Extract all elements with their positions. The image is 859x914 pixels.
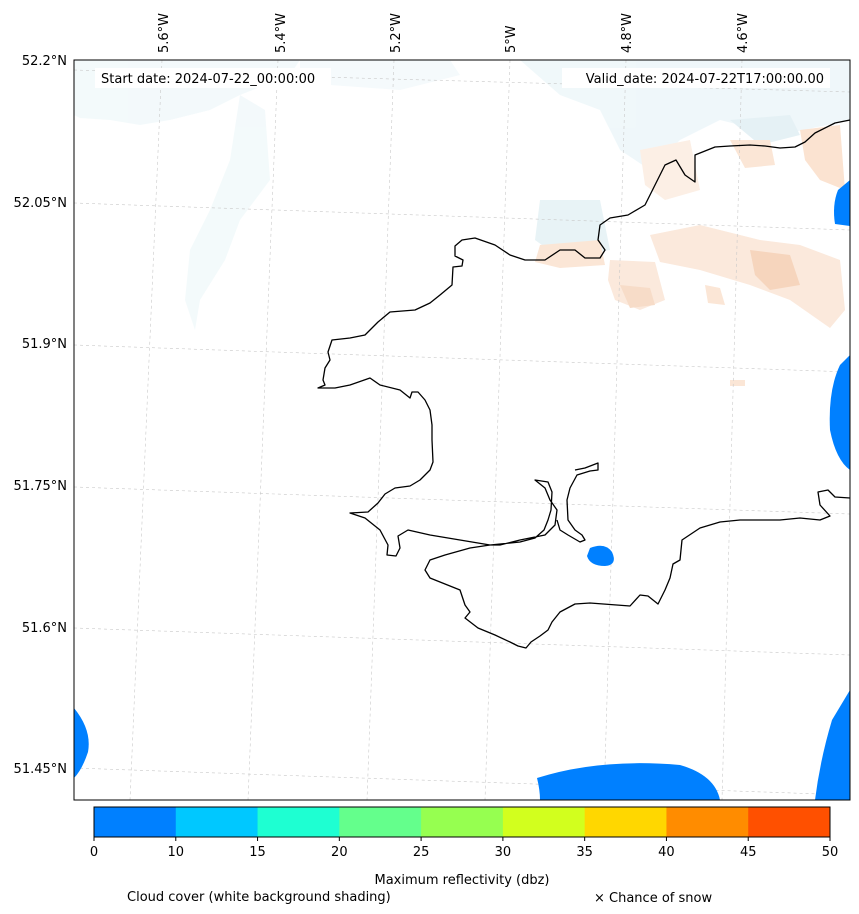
colorbar-swatch	[584, 807, 667, 837]
lat-label-52-05n: 52.05°N	[14, 196, 67, 211]
colorbar: 0 10 15 20 25 30 35 40 45 50 Maximum reflectivity…	[90, 806, 838, 888]
lon-label-5w: 5°W	[504, 25, 519, 53]
start-date: Start date: 2024-07-22_00:00:00	[101, 72, 315, 87]
colorbar-tick-label: 50	[822, 845, 839, 860]
valid-date: Valid_date: 2024-07-22T17:00:00.00	[586, 72, 824, 87]
lat-label-51-9n: 51.9°N	[22, 337, 67, 352]
colorbar-swatch	[257, 807, 340, 837]
echo-center	[587, 545, 614, 566]
colorbar-swatch	[421, 807, 504, 837]
lon-label-5-6w: 5.6°W	[157, 13, 172, 53]
colorbar-tick-label: 15	[249, 845, 266, 860]
map-plot-area: Start date: 2024-07-22_00:00:00 Valid_da…	[73, 59, 851, 801]
warm-shading	[535, 125, 845, 386]
lon-label-4-8w: 4.8°W	[620, 13, 635, 53]
reflectivity-echoes	[74, 180, 850, 800]
echo-sw	[74, 708, 89, 778]
snow-legend: × Chance of snow	[594, 891, 712, 906]
colorbar-swatch	[666, 807, 749, 837]
lat-label-51-6n: 51.6°N	[22, 621, 67, 636]
latitude-labels: 52.2°N 52.05°N 51.9°N 51.75°N 51.6°N 51.…	[14, 54, 67, 777]
colorbar-tick-label: 40	[658, 845, 675, 860]
lon-label-4-6w: 4.6°W	[736, 13, 751, 53]
echo-se	[815, 690, 850, 800]
colorbar-swatch	[175, 807, 259, 837]
colorbar-swatch	[94, 807, 177, 837]
lon-label-5-4w: 5.4°W	[274, 13, 289, 53]
colorbar-tick-label: 20	[331, 845, 348, 860]
echo-e1	[829, 355, 850, 470]
lat-label-51-75n: 51.75°N	[14, 479, 67, 494]
colorbar-tick-label: 30	[495, 845, 512, 860]
lat-label-51-45n: 51.45°N	[14, 762, 67, 777]
colorbar-swatch	[748, 807, 831, 837]
colorbar-ticks: 0 10 15 20 25 30 35 40 45 50	[90, 837, 838, 860]
colorbar-tick-label: 0	[90, 845, 98, 860]
longitude-labels: 5.6°W 5.4°W 5.2°W 5°W 4.8°W 4.6°W	[157, 13, 751, 53]
colorbar-label: Maximum reflectivity (dbz)	[375, 873, 550, 888]
colorbar-swatch	[502, 807, 586, 837]
colorbar-swatch	[339, 807, 422, 837]
cloud-cover-legend: Cloud cover (white background shading)	[127, 890, 391, 905]
lat-label-52-2n: 52.2°N	[22, 54, 67, 69]
colorbar-swatches	[94, 807, 831, 837]
colorbar-tick-label: 25	[413, 845, 430, 860]
lon-label-5-2w: 5.2°W	[389, 13, 404, 53]
colorbar-tick-label: 35	[576, 845, 593, 860]
coastline	[317, 119, 851, 649]
echo-s	[537, 763, 720, 800]
echo-ne	[834, 180, 850, 226]
colorbar-tick-label: 45	[740, 845, 757, 860]
colorbar-tick-label: 10	[168, 845, 185, 860]
